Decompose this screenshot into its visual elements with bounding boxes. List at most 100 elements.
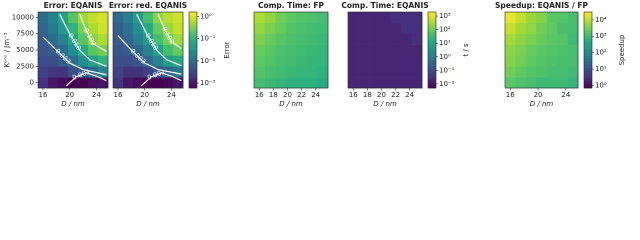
colorbar-swatch: [428, 61, 436, 64]
colorbar-swatch: [584, 25, 592, 28]
colorbar-swatch: [189, 55, 197, 58]
colorbar-swatch: [584, 70, 592, 74]
heat-cell: [143, 55, 154, 67]
heat-cell: [88, 44, 99, 56]
colorbar-swatch: [189, 15, 197, 18]
colorbar-tick-label: 10⁰: [439, 53, 451, 61]
colorbar-frame: [188, 11, 198, 89]
heat-cell: [348, 12, 359, 24]
heat-cell: [133, 66, 144, 78]
contour-line: [79, 13, 107, 52]
colorbar-tick-label: 10¹: [595, 65, 607, 73]
heat-cell: [358, 66, 370, 78]
contour-line: [59, 13, 107, 67]
y-tick-label: 10000: [12, 13, 34, 21]
colorbar-swatch: [189, 57, 197, 60]
colorbar-swatch: [584, 13, 592, 17]
heat-cell: [317, 44, 329, 56]
heat-cell: [275, 33, 287, 45]
colorbar-swatch: [189, 65, 197, 68]
heat-cell: [88, 22, 99, 35]
heat-cell: [153, 55, 164, 67]
heat-cell: [358, 44, 370, 56]
heat-cell: [317, 66, 329, 78]
heat-cell: [68, 55, 79, 67]
colorbar-tick-label: 10⁰: [200, 13, 212, 21]
colorbar-swatch: [584, 69, 592, 72]
x-tick-label: 24: [561, 91, 570, 99]
colorbar-swatch: [428, 44, 436, 47]
heat-cell: [546, 22, 558, 35]
heat-cell: [505, 44, 516, 56]
heat-cell: [379, 44, 391, 56]
heat-cell: [48, 12, 59, 24]
heat-cell: [390, 22, 402, 35]
colorbar-swatch: [584, 84, 592, 87]
heat-cell: [254, 66, 265, 78]
colorbar-swatch: [189, 38, 197, 41]
heat-cell: [515, 22, 527, 35]
panel-title: Error: red. EQANIS: [109, 1, 187, 10]
heat-cell: [306, 33, 318, 45]
heat-cell: [557, 33, 568, 45]
heat-cell: [68, 66, 79, 78]
heat-cell: [113, 55, 124, 67]
x-tick-label: 20: [65, 91, 74, 99]
heat-cell: [379, 66, 391, 78]
heat-cell: [58, 12, 69, 24]
heat-cell: [123, 44, 134, 56]
contour-line: [65, 72, 107, 87]
heat-cell: [285, 12, 297, 24]
heat-cell: [390, 44, 402, 56]
heat-cell: [153, 66, 164, 78]
heat-cell: [143, 44, 154, 56]
colorbar-tick-label: 10⁻²: [439, 80, 455, 88]
heat-cell: [78, 33, 89, 45]
colorbar-swatch: [189, 48, 197, 51]
colorbar-tick-label: 10⁻¹: [439, 66, 455, 74]
heat-cell: [98, 55, 109, 67]
x-tick-label: 20: [534, 91, 543, 99]
heat-cell: [68, 12, 79, 24]
heat-cell: [133, 77, 144, 89]
heat-cell: [358, 12, 370, 24]
colorbar-swatch: [584, 76, 592, 79]
colorbar-swatch: [428, 13, 436, 17]
colorbar-swatch: [584, 72, 592, 75]
heat-cell: [348, 55, 359, 67]
heat-cell: [88, 33, 99, 45]
heat-cell: [133, 55, 144, 67]
heat-cell: [143, 66, 154, 78]
colorbar-swatch: [189, 78, 197, 81]
heat-cell: [113, 22, 124, 35]
colorbar-swatch: [428, 12, 436, 15]
heat-cell: [275, 66, 287, 78]
colorbar-swatch: [189, 27, 197, 30]
heat-cell: [275, 44, 287, 56]
colorbar-swatch: [189, 12, 197, 15]
colorbar-swatch: [584, 34, 592, 37]
heat-cell: [285, 44, 297, 56]
x-axis-label: D / nm: [279, 100, 303, 108]
heat-cell: [317, 12, 329, 24]
heat-cell: [173, 12, 184, 24]
colorbar-swatch: [584, 82, 592, 85]
heat-cell: [546, 33, 558, 45]
heat-cell: [306, 55, 318, 67]
colorbar-swatch: [189, 50, 197, 53]
colorbar-tick-label: 10³: [439, 12, 451, 20]
panel-title: Error: EQANIS: [44, 1, 103, 10]
heat-cell: [173, 66, 184, 78]
heat-cell: [536, 22, 548, 35]
colorbar-swatch: [189, 82, 197, 85]
x-tick-label: 22: [297, 91, 306, 99]
heat-cell: [173, 77, 184, 89]
colorbar-swatch: [428, 19, 436, 22]
colorbar-swatch: [189, 46, 197, 49]
y-tick-label: 0: [30, 79, 34, 87]
colorbar-swatch: [428, 74, 436, 77]
heat-cell: [317, 55, 329, 67]
colorbar-swatch: [428, 59, 436, 62]
heat-cell: [369, 33, 381, 45]
heat-cell: [296, 12, 308, 24]
